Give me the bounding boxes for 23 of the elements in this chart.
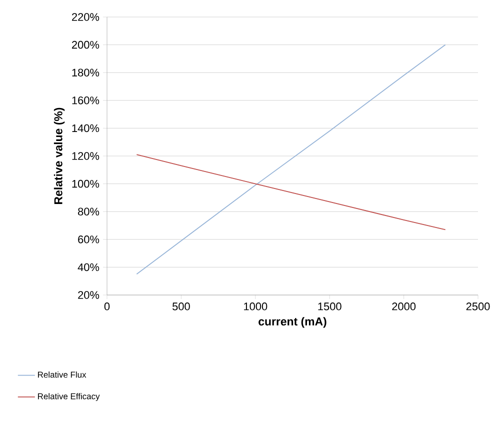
x-tick-label: 0	[104, 302, 110, 310]
line-series	[136, 154, 446, 230]
line-series	[136, 44, 446, 275]
y-tick-label: 100%	[72, 180, 100, 188]
x-tick-label: 2000	[392, 302, 416, 310]
x-tick-label: 1000	[244, 302, 268, 310]
legend-label: Relative Flux	[38, 371, 86, 378]
y-tick-label: 140%	[72, 124, 100, 132]
y-tick-label: 20%	[78, 291, 100, 299]
y-tick-label: 40%	[78, 263, 100, 272]
y-tick-label: 120%	[72, 152, 100, 160]
x-axis-title: current (mA)	[258, 317, 326, 328]
legend-label: Relative Efficacy	[38, 393, 100, 401]
y-tick-label: 160%	[72, 96, 100, 104]
y-tick-label: 60%	[78, 236, 100, 244]
y-tick-label: 180%	[72, 68, 100, 76]
x-tick-label: 1500	[318, 302, 342, 310]
x-tick-label: 500	[172, 302, 190, 310]
y-tick-label: 220%	[72, 13, 100, 21]
y-tick-label: 80%	[78, 208, 100, 216]
x-tick-label: 2500	[466, 302, 490, 310]
y-tick-label: 200%	[72, 40, 100, 49]
y-axis-title: Relative value (%)	[54, 108, 65, 204]
